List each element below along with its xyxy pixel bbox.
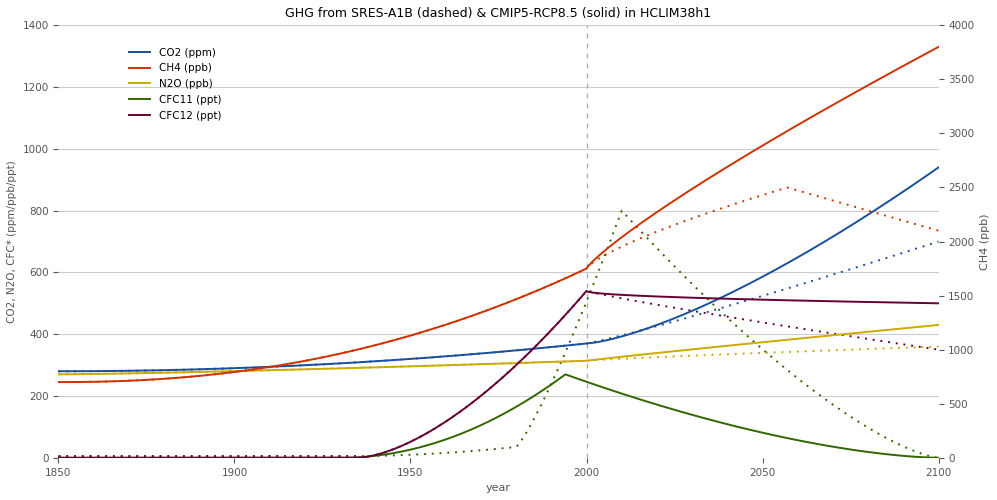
Y-axis label: CH4 (ppb): CH4 (ppb) [980,214,990,270]
Title: GHG from SRES-A1B (dashed) & CMIP5-RCP8.5 (solid) in HCLIM38h1: GHG from SRES-A1B (dashed) & CMIP5-RCP8.… [285,7,712,20]
Y-axis label: CO2, N2O, CFC* (ppm/ppb/ppt): CO2, N2O, CFC* (ppm/ppb/ppt) [7,160,17,323]
Legend: CO2 (ppm), CH4 (ppb), N2O (ppb), CFC11 (ppt), CFC12 (ppt): CO2 (ppm), CH4 (ppb), N2O (ppb), CFC11 (… [126,44,225,124]
X-axis label: year: year [486,483,511,493]
